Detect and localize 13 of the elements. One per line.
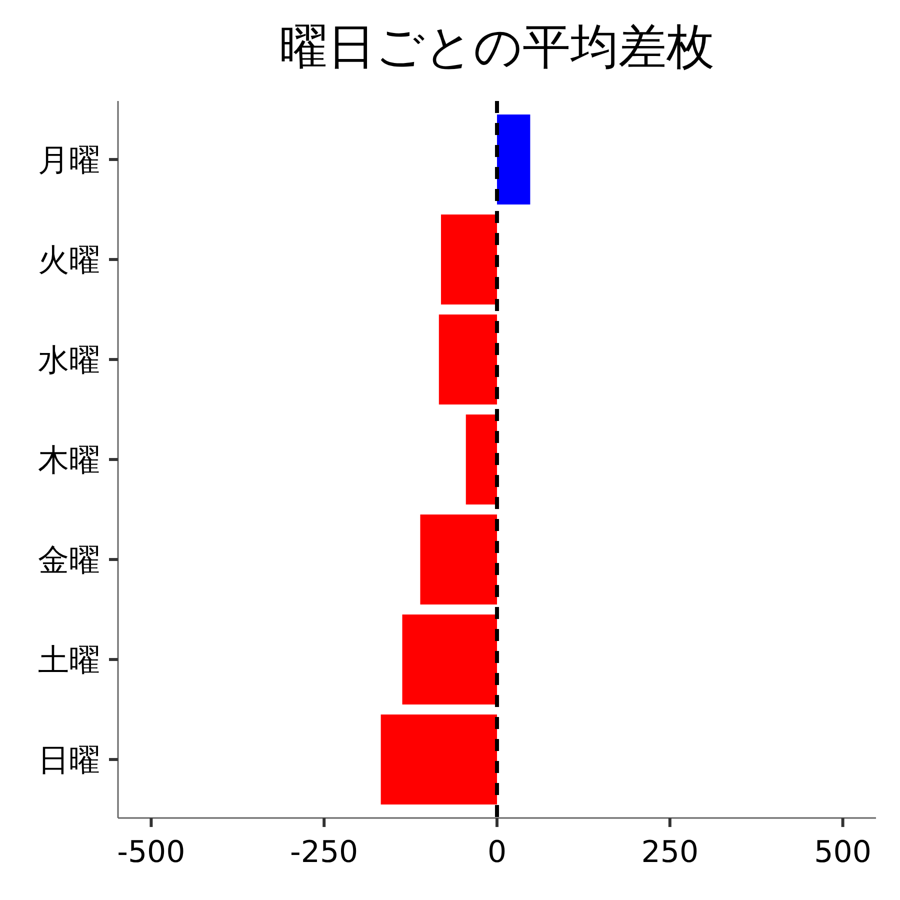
- y-tick-label: 月曜: [38, 142, 100, 178]
- y-tick-label: 火曜: [38, 242, 100, 278]
- y-tick-label: 木曜: [38, 442, 100, 478]
- x-tick-label: 0: [487, 835, 507, 870]
- y-tick-label: 土曜: [38, 642, 100, 678]
- chart-title: 曜日ごとの平均差枚: [280, 19, 714, 75]
- x-tick-label: 250: [641, 835, 699, 870]
- x-tick-label: -250: [290, 835, 358, 870]
- y-tick-label: 日曜: [38, 742, 100, 778]
- y-tick-label: 金曜: [38, 542, 100, 578]
- y-tick-label: 水曜: [38, 342, 100, 378]
- x-tick-label: 500: [814, 835, 872, 870]
- x-tick-label: -500: [117, 835, 186, 870]
